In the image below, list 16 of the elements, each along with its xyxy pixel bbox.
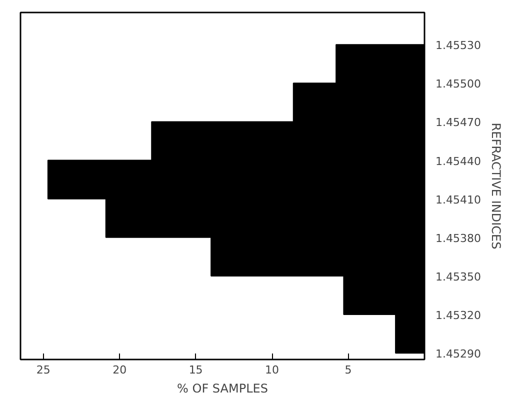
y-tick-label: 1.45350	[436, 270, 481, 284]
y-tick-label: 1.45440	[436, 154, 481, 168]
y-tick-label: 1.45380	[436, 232, 481, 245]
y-tick-label: 1.45290	[436, 348, 481, 361]
y-tick-label: 1.45410	[436, 193, 481, 206]
x-tick-label: 5	[344, 364, 352, 376]
y-axis-title: REFRACTIVE INDICES	[488, 122, 503, 250]
x-tick-label: 20	[112, 364, 127, 376]
x-axis-title: % OF SAMPLES	[177, 382, 268, 396]
x-tick-label: 25	[36, 364, 50, 376]
x-tick-label: 15	[188, 364, 203, 376]
y-tick-label: 1.45470	[436, 116, 481, 130]
y-tick-label: 1.45530	[436, 39, 481, 52]
x-tick-label: 10	[265, 364, 280, 376]
y-tick-label: 1.45320	[436, 309, 481, 322]
y-tick-label: 1.45500	[436, 78, 481, 91]
